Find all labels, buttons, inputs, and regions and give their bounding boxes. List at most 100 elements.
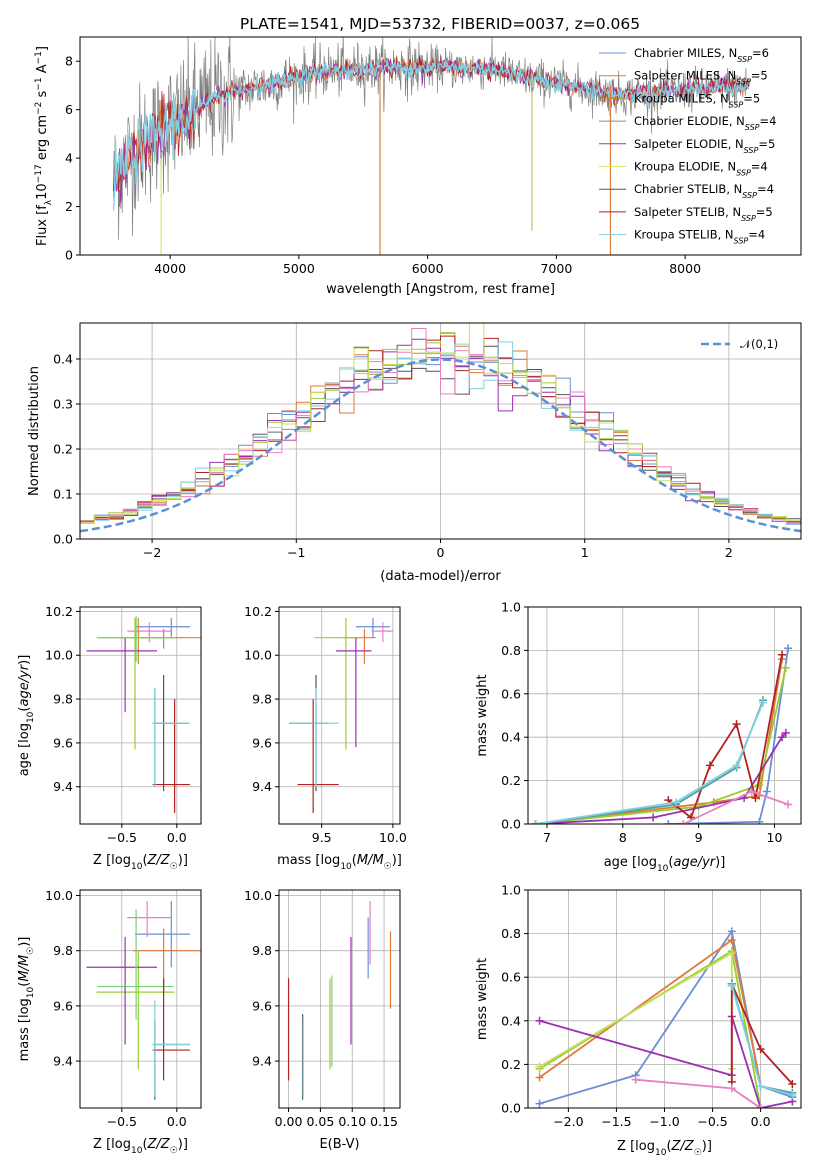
y-tick-label: 6 bbox=[65, 102, 73, 117]
legend-eq: =4 bbox=[751, 160, 768, 174]
errorbar-point bbox=[152, 688, 188, 787]
legend-eq: =4 bbox=[748, 228, 765, 242]
x-tick-label: −0.5 bbox=[107, 830, 137, 845]
x-tick-label: −1.0 bbox=[649, 1114, 679, 1129]
weight-series-line bbox=[535, 658, 783, 824]
plot-area bbox=[112, 37, 750, 255]
weight-point-marker bbox=[649, 813, 658, 822]
y-tick-label: 8 bbox=[65, 54, 73, 69]
weight-point-marker bbox=[755, 817, 764, 824]
plot-area bbox=[535, 927, 797, 1108]
x-tick-label: 7 bbox=[543, 830, 551, 845]
legend-entry: Chabrier ELODIE, NSSP=4 bbox=[634, 114, 776, 132]
label-part: mass [log bbox=[277, 853, 340, 868]
y-tick-label: 9.6 bbox=[252, 735, 272, 750]
legend-eq: =5 bbox=[743, 91, 760, 105]
legend-entry: Salpeter STELIB, NSSP=5 bbox=[634, 205, 773, 223]
y-tick-label: 1.0 bbox=[501, 600, 521, 615]
label-part: ☉ bbox=[384, 862, 392, 872]
label-part: Z/Z bbox=[147, 853, 171, 868]
errorbar-point bbox=[314, 617, 358, 750]
legend-eq: =4 bbox=[757, 182, 774, 196]
axes-frame bbox=[527, 606, 802, 825]
y-axis-label: mass [log10(M/M☉)] bbox=[17, 937, 36, 1062]
label-part: 10 bbox=[131, 862, 143, 872]
weight-point-marker bbox=[535, 1073, 544, 1082]
legend-eq: =5 bbox=[751, 69, 768, 83]
spectrum-panel: 4000 5000 6000 7000 8000 0 2 4 6 8 wavelength [Ang… bbox=[34, 36, 802, 297]
errorbar-point bbox=[127, 901, 172, 937]
label-part: )] bbox=[178, 1137, 188, 1152]
mass-vs-Z-panel: −0.5 0.09.49.69.810.0Z [log10(Z/Z☉)]mass … bbox=[17, 888, 202, 1156]
label-part: age [log bbox=[604, 855, 657, 870]
y-tick-label: 0.6 bbox=[501, 970, 521, 985]
legend-entry: Salpeter MILES, NSSP=5 bbox=[634, 69, 768, 87]
errorbar-point bbox=[288, 674, 329, 792]
weight-series-line bbox=[668, 648, 789, 824]
weight-point-marker bbox=[762, 787, 771, 796]
errorbar-point bbox=[135, 617, 190, 638]
x-axis-label: E(B-V) bbox=[319, 1137, 359, 1152]
label-part: )] bbox=[702, 1139, 712, 1154]
weight-point-marker bbox=[727, 981, 736, 990]
label-part: ☉ bbox=[170, 1146, 178, 1156]
weight-series-line bbox=[535, 702, 764, 824]
legend-sub: SSP bbox=[737, 55, 752, 64]
y-tick-label: 9.4 bbox=[252, 1054, 272, 1069]
label-part: ☉ bbox=[694, 1148, 702, 1158]
label-part: ( bbox=[17, 982, 32, 987]
label-part: ( bbox=[142, 853, 147, 868]
legend-text: Chabrier MILES, N bbox=[634, 46, 737, 60]
x-tick-label: 8000 bbox=[669, 261, 701, 276]
age-vs-mass-panel: 9.5 10.0 9.4 9.6 9.8 10.0 10.2 mass [log10(M/M☉… bbox=[244, 604, 407, 872]
errorbar-point bbox=[297, 699, 339, 814]
weight-point-marker bbox=[727, 936, 736, 945]
label-part: age [log bbox=[17, 723, 32, 776]
legend-sub: SSP bbox=[742, 191, 757, 200]
x-axis-label: Z [log10(Z/Z☉)] bbox=[617, 1139, 712, 1158]
x-tick-label: 5000 bbox=[283, 261, 315, 276]
x-tick-label: 9 bbox=[695, 830, 703, 845]
label-part: Z [log bbox=[93, 853, 131, 868]
plot-area bbox=[531, 644, 793, 824]
label-part: s bbox=[35, 90, 50, 101]
y-tick-label: 0.0 bbox=[501, 1101, 521, 1116]
label-part: −17 bbox=[34, 164, 44, 183]
legend-text: Chabrier ELODIE, N bbox=[634, 114, 745, 128]
y-tick-label: 9.6 bbox=[252, 998, 272, 1013]
weight-point-marker bbox=[781, 663, 790, 672]
weight-point-marker bbox=[756, 1045, 765, 1054]
x-tick-label: 0.00 bbox=[275, 1114, 303, 1129]
weight-series-line bbox=[535, 699, 764, 824]
y-tick-label: 0.3 bbox=[53, 397, 73, 412]
legend-text: Kroupa STELIB, N bbox=[634, 228, 734, 242]
weight-point-marker bbox=[756, 1082, 765, 1091]
axes-frame bbox=[79, 606, 202, 825]
x-axis-label: age [log10(age/yr)] bbox=[604, 855, 726, 874]
legend-text: Kroupa MILES, N bbox=[634, 91, 729, 105]
legend-entry: Kroupa STELIB, NSSP=4 bbox=[634, 228, 765, 246]
x-tick-label: 8 bbox=[619, 830, 627, 845]
weight-series-line bbox=[667, 654, 783, 819]
weight-point-marker bbox=[727, 927, 736, 936]
y-tick-label: 4 bbox=[65, 151, 73, 166]
y-tick-label: 9.8 bbox=[252, 692, 272, 707]
label-part: λ bbox=[44, 199, 54, 205]
label-part: erg cm bbox=[35, 115, 50, 164]
label-part: Flux [f bbox=[35, 205, 50, 246]
legend-eq: =4 bbox=[760, 114, 777, 128]
label-part: ( bbox=[17, 707, 32, 712]
axes-frame bbox=[278, 889, 401, 1109]
label-part: M/M bbox=[17, 955, 32, 982]
x-tick-label: 0 bbox=[437, 545, 445, 560]
legend-sub: SSP bbox=[741, 213, 756, 222]
y-axis-label: Flux [fλ10−17 erg cm−2 s−1 A−1] bbox=[34, 46, 54, 246]
plot-area bbox=[86, 901, 201, 1100]
legend-eq: =5 bbox=[756, 205, 773, 219]
x-axis-label: wavelength [Angstrom, rest frame] bbox=[326, 282, 555, 297]
weight-point-marker bbox=[732, 761, 741, 770]
age-vs-Z-panel: −0.5 0.09.49.69.810.010.2Z [log10(Z/Z☉)]a… bbox=[17, 604, 202, 872]
legend-entry: 𝒩(0,1) bbox=[740, 337, 778, 351]
label-part: ( bbox=[352, 853, 357, 868]
